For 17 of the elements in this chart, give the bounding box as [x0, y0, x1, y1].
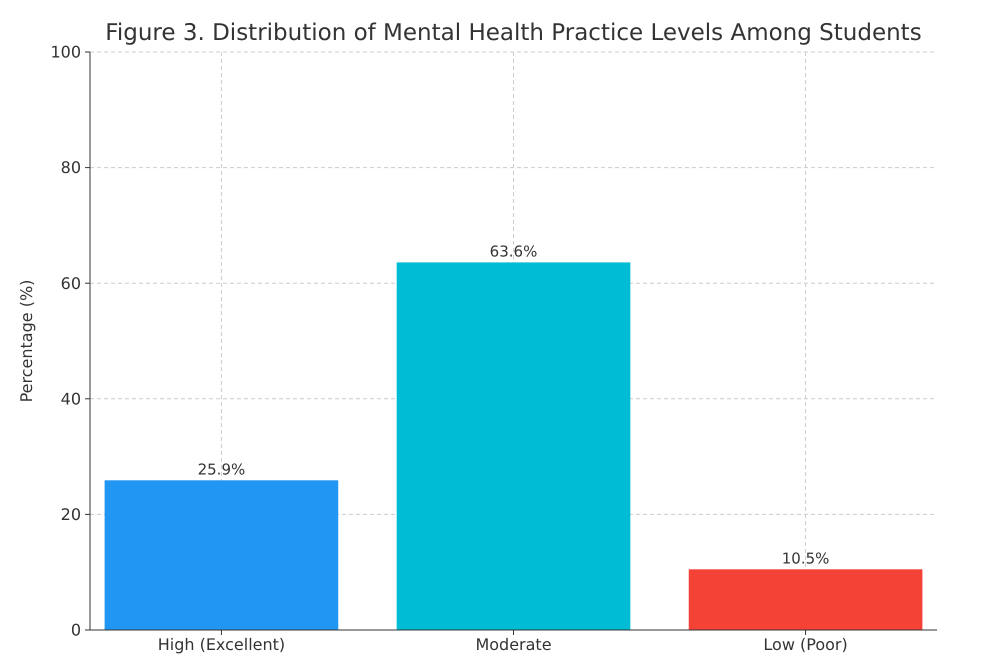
- y-tick-label: 0: [70, 620, 81, 640]
- bar: [688, 569, 922, 630]
- x-tick-label: Low (Poor): [763, 635, 848, 654]
- y-axis-title: Percentage (%): [17, 280, 36, 402]
- y-tick-label: 60: [60, 274, 81, 293]
- y-tick-label: 40: [60, 389, 81, 408]
- data-label: 25.9%: [198, 460, 246, 478]
- bar: [396, 262, 630, 630]
- y-tick-label: 100: [50, 42, 81, 62]
- bar: [104, 480, 338, 630]
- x-tick-label: Moderate: [475, 635, 552, 654]
- y-tick-label: 80: [60, 158, 81, 178]
- y-tick-label: 20: [60, 505, 81, 524]
- data-label: 10.5%: [782, 549, 830, 568]
- x-tick-label: High (Excellent): [158, 635, 286, 654]
- chart-title: Figure 3. Distribution of Mental Health Practice Levels Among Students: [105, 20, 922, 46]
- data-label: 63.6%: [490, 242, 538, 260]
